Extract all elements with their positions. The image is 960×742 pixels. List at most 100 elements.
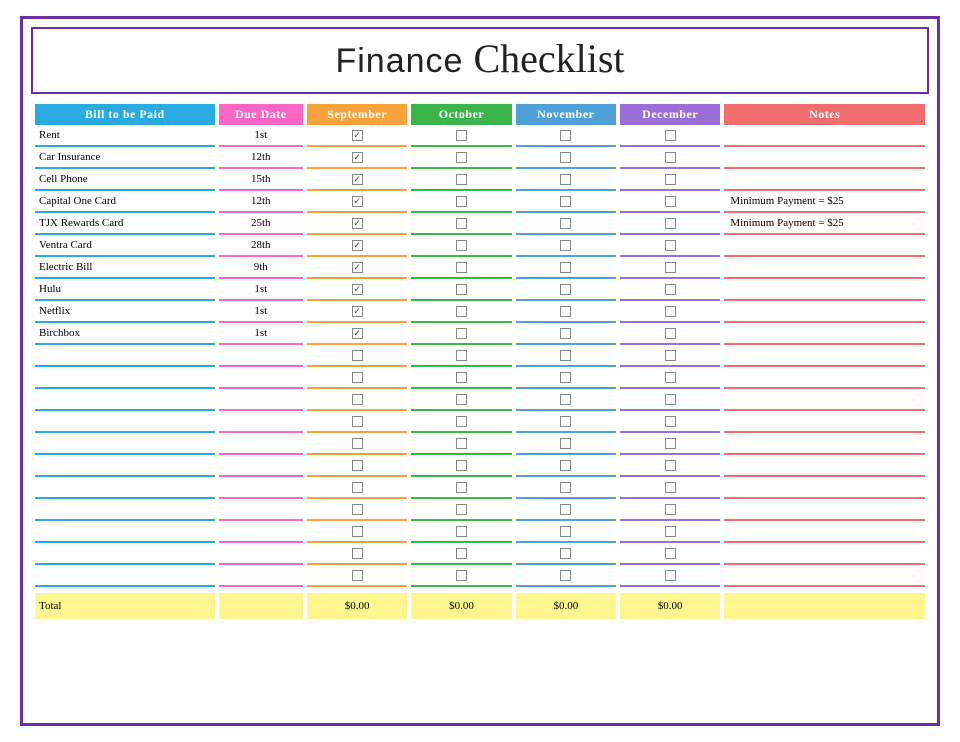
- checkbox[interactable]: [665, 482, 676, 493]
- bill-cell[interactable]: [35, 411, 215, 433]
- checkbox[interactable]: [456, 394, 467, 405]
- checkbox[interactable]: ✓: [352, 174, 363, 185]
- checkbox[interactable]: [352, 438, 363, 449]
- notes-cell[interactable]: Minimum Payment = $25: [724, 191, 925, 213]
- due-date-cell[interactable]: 25th: [219, 213, 303, 235]
- notes-cell[interactable]: Minimum Payment = $25: [724, 213, 925, 235]
- checkbox[interactable]: [665, 284, 676, 295]
- checkbox[interactable]: [560, 328, 571, 339]
- checkbox[interactable]: [456, 350, 467, 361]
- checkbox[interactable]: [456, 482, 467, 493]
- bill-cell[interactable]: TJX Rewards Card: [35, 213, 215, 235]
- checkbox[interactable]: [665, 196, 676, 207]
- due-date-cell[interactable]: [219, 367, 303, 389]
- notes-cell[interactable]: [724, 389, 925, 411]
- bill-cell[interactable]: [35, 521, 215, 543]
- bill-cell[interactable]: [35, 367, 215, 389]
- due-date-cell[interactable]: [219, 389, 303, 411]
- checkbox[interactable]: [560, 372, 571, 383]
- notes-cell[interactable]: [724, 323, 925, 345]
- checkbox[interactable]: [456, 438, 467, 449]
- notes-cell[interactable]: [724, 433, 925, 455]
- checkbox[interactable]: [560, 438, 571, 449]
- checkbox[interactable]: [560, 482, 571, 493]
- notes-cell[interactable]: [724, 235, 925, 257]
- checkbox[interactable]: [352, 548, 363, 559]
- checkbox[interactable]: ✓: [352, 218, 363, 229]
- checkbox[interactable]: [456, 240, 467, 251]
- checkbox[interactable]: [456, 526, 467, 537]
- checkbox[interactable]: [560, 218, 571, 229]
- checkbox[interactable]: [665, 570, 676, 581]
- due-date-cell[interactable]: 15th: [219, 169, 303, 191]
- notes-cell[interactable]: [724, 455, 925, 477]
- checkbox[interactable]: [456, 152, 467, 163]
- notes-cell[interactable]: [724, 125, 925, 147]
- notes-cell[interactable]: [724, 279, 925, 301]
- notes-cell[interactable]: [724, 477, 925, 499]
- bill-cell[interactable]: Ventra Card: [35, 235, 215, 257]
- due-date-cell[interactable]: [219, 433, 303, 455]
- notes-cell[interactable]: [724, 147, 925, 169]
- due-date-cell[interactable]: 1st: [219, 279, 303, 301]
- checkbox[interactable]: [352, 460, 363, 471]
- checkbox[interactable]: [456, 328, 467, 339]
- checkbox[interactable]: [560, 416, 571, 427]
- checkbox[interactable]: ✓: [352, 328, 363, 339]
- checkbox[interactable]: [665, 152, 676, 163]
- checkbox[interactable]: [456, 262, 467, 273]
- checkbox[interactable]: [665, 174, 676, 185]
- due-date-cell[interactable]: [219, 345, 303, 367]
- checkbox[interactable]: ✓: [352, 262, 363, 273]
- checkbox[interactable]: [352, 350, 363, 361]
- due-date-cell[interactable]: 1st: [219, 125, 303, 147]
- checkbox[interactable]: [665, 262, 676, 273]
- due-date-cell[interactable]: [219, 521, 303, 543]
- checkbox[interactable]: [456, 570, 467, 581]
- bill-cell[interactable]: [35, 389, 215, 411]
- checkbox[interactable]: [665, 394, 676, 405]
- checkbox[interactable]: [456, 416, 467, 427]
- checkbox[interactable]: [665, 416, 676, 427]
- checkbox[interactable]: [560, 262, 571, 273]
- bill-cell[interactable]: Cell Phone: [35, 169, 215, 191]
- checkbox[interactable]: [560, 152, 571, 163]
- checkbox[interactable]: [560, 240, 571, 251]
- checkbox[interactable]: ✓: [352, 284, 363, 295]
- due-date-cell[interactable]: [219, 411, 303, 433]
- checkbox[interactable]: [665, 504, 676, 515]
- bill-cell[interactable]: [35, 477, 215, 499]
- checkbox[interactable]: [560, 130, 571, 141]
- checkbox[interactable]: [560, 526, 571, 537]
- notes-cell[interactable]: [724, 301, 925, 323]
- notes-cell[interactable]: [724, 411, 925, 433]
- checkbox[interactable]: [352, 394, 363, 405]
- bill-cell[interactable]: Birchbox: [35, 323, 215, 345]
- due-date-cell[interactable]: [219, 499, 303, 521]
- due-date-cell[interactable]: 1st: [219, 301, 303, 323]
- due-date-cell[interactable]: 12th: [219, 191, 303, 213]
- due-date-cell[interactable]: 9th: [219, 257, 303, 279]
- due-date-cell[interactable]: 1st: [219, 323, 303, 345]
- notes-cell[interactable]: [724, 543, 925, 565]
- checkbox[interactable]: [352, 526, 363, 537]
- checkbox[interactable]: [665, 372, 676, 383]
- checkbox[interactable]: ✓: [352, 196, 363, 207]
- notes-cell[interactable]: [724, 257, 925, 279]
- bill-cell[interactable]: [35, 543, 215, 565]
- checkbox[interactable]: [560, 460, 571, 471]
- bill-cell[interactable]: Netflix: [35, 301, 215, 323]
- checkbox[interactable]: [456, 218, 467, 229]
- checkbox[interactable]: [560, 504, 571, 515]
- bill-cell[interactable]: Car Insurance: [35, 147, 215, 169]
- notes-cell[interactable]: [724, 521, 925, 543]
- notes-cell[interactable]: [724, 345, 925, 367]
- checkbox[interactable]: [560, 394, 571, 405]
- due-date-cell[interactable]: [219, 477, 303, 499]
- bill-cell[interactable]: [35, 499, 215, 521]
- checkbox[interactable]: [560, 284, 571, 295]
- checkbox[interactable]: [456, 130, 467, 141]
- notes-cell[interactable]: [724, 565, 925, 587]
- checkbox[interactable]: ✓: [352, 152, 363, 163]
- checkbox[interactable]: [352, 416, 363, 427]
